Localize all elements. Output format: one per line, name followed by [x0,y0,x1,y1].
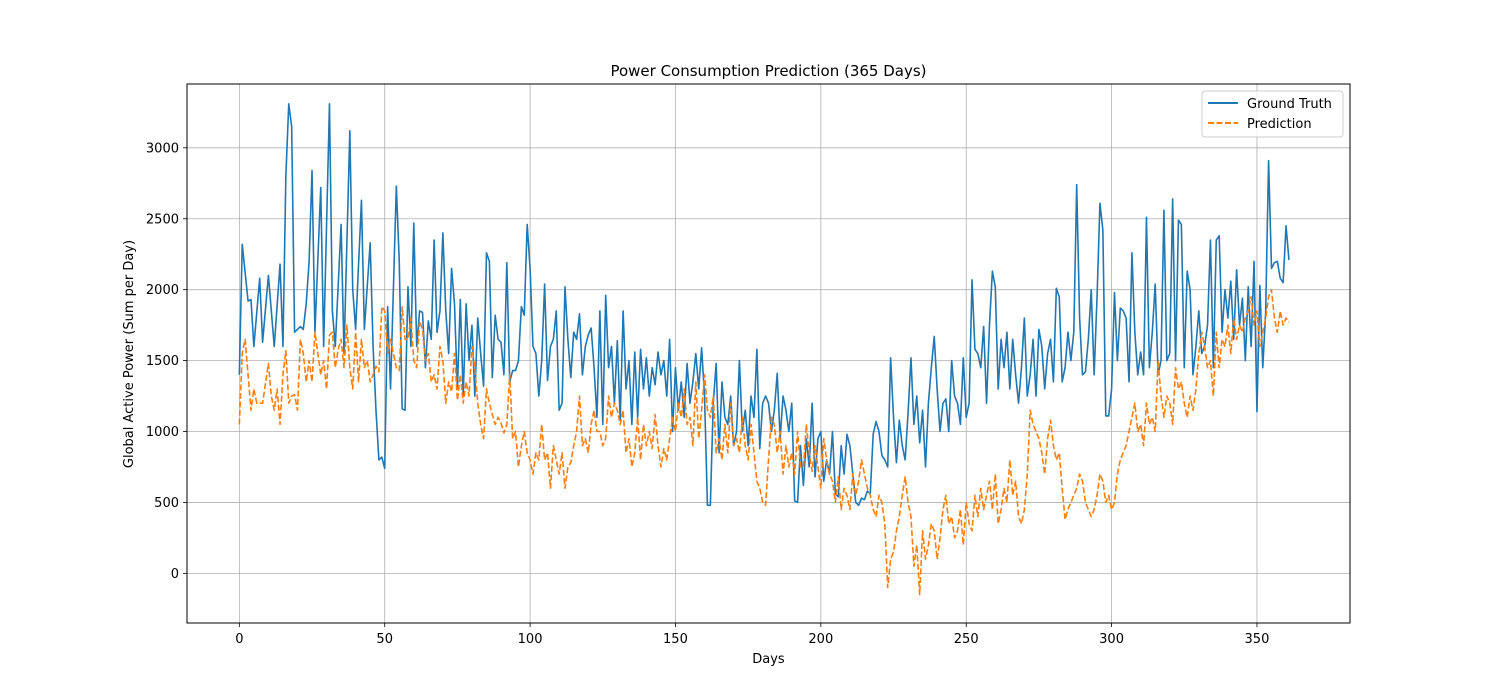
x-axis-label: Days [752,652,785,667]
y-tick-label: 2500 [146,212,179,227]
x-tick-label: 350 [1245,632,1270,647]
y-tick-label: 2000 [146,283,179,298]
x-tick-label: 0 [235,632,243,647]
legend-label-ground-truth: Ground Truth [1247,97,1332,112]
x-tick-label: 100 [518,632,543,647]
chart-title: Power Consumption Prediction (365 Days) [610,62,926,80]
legend: Ground Truth Prediction [1201,90,1344,138]
y-tick-label: 0 [171,567,179,582]
series-line-ground-truth [238,103,1290,507]
x-tick-label: 150 [663,632,688,647]
y-axis: 0 500 1000 1500 2000 2500 3000 [146,141,187,582]
grid-lines [187,84,1350,623]
series-layer [238,103,1290,596]
y-tick-label: 500 [154,496,179,511]
x-tick-label: 250 [954,632,979,647]
x-tick-label: 50 [376,632,393,647]
y-tick-label: 1000 [146,425,179,440]
y-tick-label: 3000 [146,141,179,156]
plot-frame [186,83,1351,624]
x-tick-label: 200 [808,632,833,647]
legend-label-prediction: Prediction [1247,117,1312,132]
y-axis-label: Global Active Power (Sum per Day) [122,240,137,468]
x-axis: 0 50 100 150 200 250 300 350 [235,623,1269,647]
x-tick-label: 300 [1099,632,1124,647]
y-tick-label: 1500 [146,354,179,369]
series-line-prediction [238,288,1290,596]
